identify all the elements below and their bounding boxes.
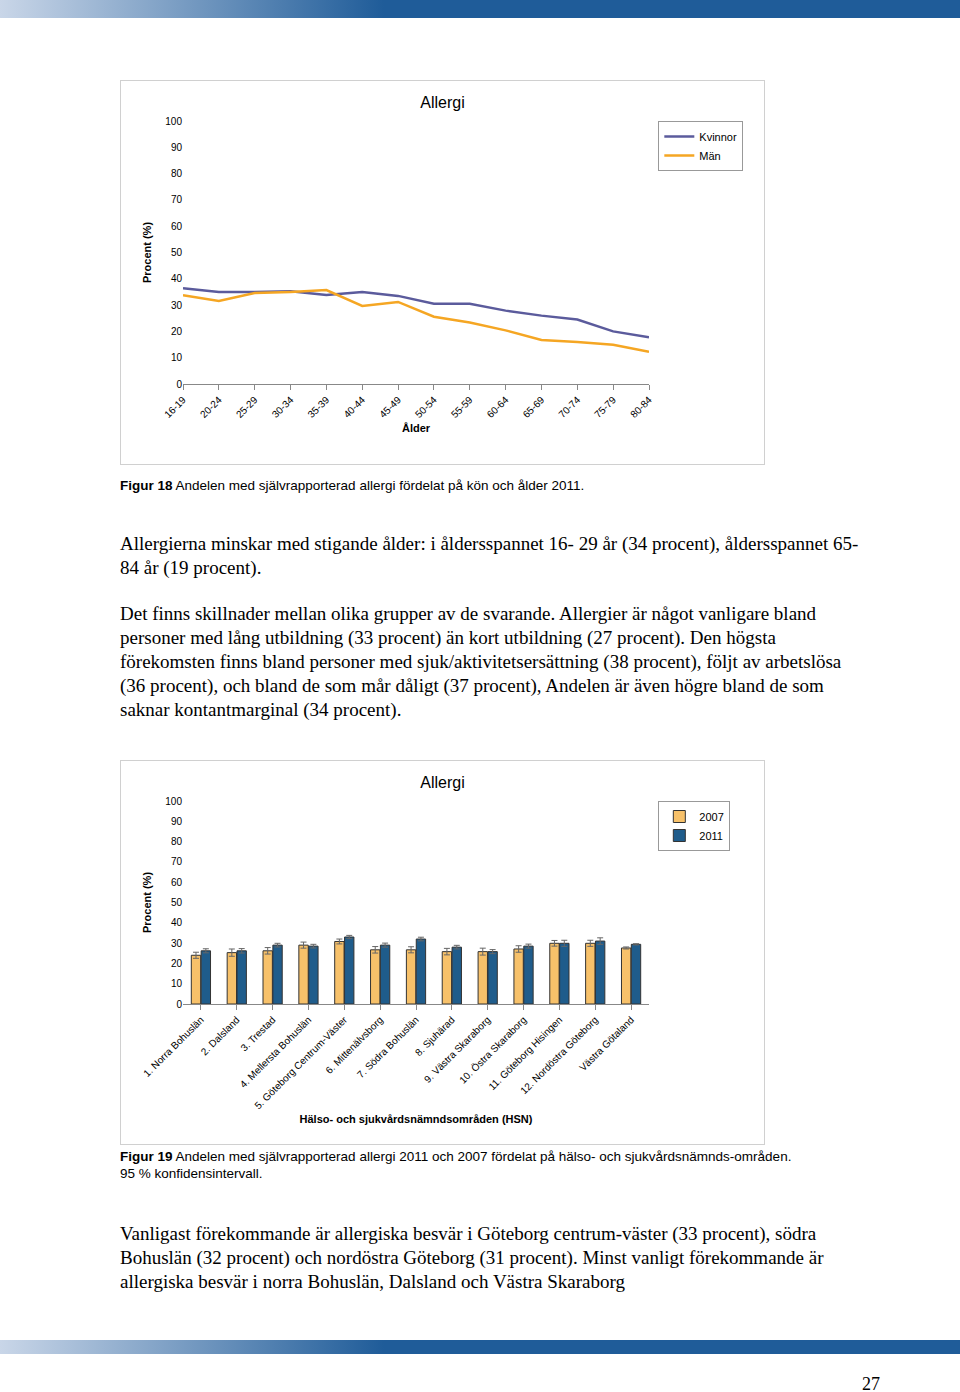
html-text:Figur 18 Andelen med självrapp: Figur 18 Andelen med självrapporterad al… — [120, 478, 585, 493]
svg-text:Procent (%): Procent (%) — [141, 872, 153, 933]
svg-text:3. Trestad: 3. Trestad — [238, 1014, 277, 1053]
svg-text:30: 30 — [171, 300, 183, 311]
svg-text:70: 70 — [171, 194, 183, 205]
svg-text:Allergi: Allergi — [420, 774, 464, 791]
svg-text:70: 70 — [171, 856, 183, 867]
svg-text:30: 30 — [171, 938, 183, 949]
svg-text:9. Västra Skaraborg: 9. Västra Skaraborg — [422, 1014, 493, 1085]
svg-text:80: 80 — [171, 168, 183, 179]
svg-text:90: 90 — [171, 142, 183, 153]
svg-text:20: 20 — [171, 958, 183, 969]
svg-text:Allergi: Allergi — [420, 94, 464, 111]
svg-text:20-24: 20-24 — [198, 394, 224, 420]
svg-text:50: 50 — [171, 247, 183, 258]
svg-text:Procent (%): Procent (%) — [141, 222, 153, 283]
svg-text:Kvinnor: Kvinnor — [699, 131, 737, 143]
svg-text:60: 60 — [171, 221, 183, 232]
svg-text:35-39: 35-39 — [305, 394, 331, 420]
svg-text:5. Göteborg Centrum-Väster: 5. Göteborg Centrum-Väster — [252, 1014, 349, 1111]
svg-text:1. Norra Bohuslän: 1. Norra Bohuslän — [141, 1014, 206, 1079]
svg-text:30-34: 30-34 — [270, 394, 296, 420]
svg-text:0: 0 — [176, 999, 182, 1010]
svg-text:8. Sjuhärad: 8. Sjuhärad — [413, 1014, 457, 1058]
svg-text:Västra Götaland: Västra Götaland — [577, 1014, 636, 1073]
svg-text:65-69: 65-69 — [521, 394, 547, 420]
svg-text:Män: Män — [699, 150, 720, 162]
svg-text:60-64: 60-64 — [485, 394, 511, 420]
svg-text:10. Östra Skaraborg: 10. Östra Skaraborg — [457, 1014, 528, 1085]
svg-text:75-79: 75-79 — [592, 394, 618, 420]
svg-text:50: 50 — [171, 897, 183, 908]
html-text:Figur 19 Andelen med självrapp: Figur 19 Andelen med självrapporterad al… — [120, 1149, 792, 1181]
svg-text:4. Mellersta Bohuslän: 4. Mellersta Bohuslän — [238, 1014, 314, 1090]
svg-text:20: 20 — [171, 326, 183, 337]
svg-text:100: 100 — [165, 796, 182, 807]
svg-text:Hälso- och sjukvårdsnämndsområ: Hälso- och sjukvårdsnämndsområden (HSN) — [300, 1113, 533, 1125]
svg-text:45-49: 45-49 — [377, 394, 403, 420]
html-text:Det finns skillnader mellan ol: Det finns skillnader mellan olika gruppe… — [120, 603, 842, 720]
svg-text:55-59: 55-59 — [449, 394, 475, 420]
svg-text:16-19: 16-19 — [162, 394, 188, 420]
svg-text:60: 60 — [171, 877, 183, 888]
svg-text:50-54: 50-54 — [413, 394, 439, 420]
svg-text:80: 80 — [171, 836, 183, 847]
svg-text:11. Göteborg Hisingen: 11. Göteborg Hisingen — [486, 1014, 564, 1092]
svg-text:100: 100 — [165, 116, 182, 127]
html-text:Allergierna minskar med stigan: Allergierna minskar med stigande ålder: … — [120, 533, 859, 578]
svg-text:2007: 2007 — [699, 811, 723, 823]
svg-text:12. Nordöstra Göteborg: 12. Nordöstra Göteborg — [518, 1014, 600, 1096]
svg-text:25-29: 25-29 — [234, 394, 260, 420]
svg-text:2. Dalsland: 2. Dalsland — [199, 1014, 242, 1057]
svg-text:2011: 2011 — [699, 830, 723, 842]
html-text:Vanligast förekommande är alle: Vanligast förekommande är allergiska bes… — [120, 1223, 824, 1292]
svg-text:Ålder: Ålder — [402, 422, 431, 434]
svg-text:10: 10 — [171, 978, 183, 989]
svg-text:40-44: 40-44 — [341, 394, 367, 420]
svg-text:10: 10 — [171, 352, 183, 363]
svg-text:0: 0 — [176, 379, 182, 390]
svg-text:90: 90 — [171, 816, 183, 827]
svg-text:40: 40 — [171, 273, 183, 284]
svg-text:7. Södra Bohuslän: 7. Södra Bohuslän — [355, 1014, 421, 1080]
svg-text:40: 40 — [171, 917, 183, 928]
svg-text:80-84: 80-84 — [628, 394, 654, 420]
svg-text:70-74: 70-74 — [556, 394, 582, 420]
svg-text:6. Mittenälvsborg: 6. Mittenälvsborg — [323, 1014, 385, 1076]
